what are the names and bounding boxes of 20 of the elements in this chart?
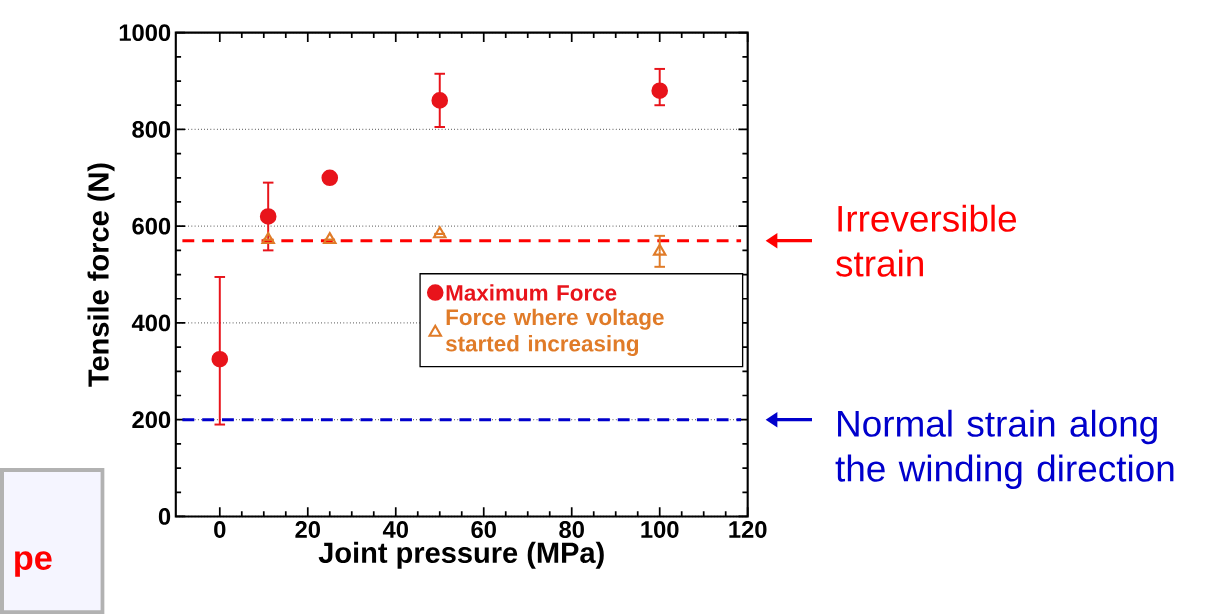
x-tick-label: 60 [471,521,496,538]
x-axis-title: Joint pressure (MPa) [318,541,604,569]
x-tick-label: 40 [382,521,408,538]
x-tick-label: 80 [559,521,584,538]
x-tick-label: 20 [295,521,320,538]
y-axis-title: Tensile force (N) [87,163,115,387]
ref-line-label: Normal strain along the winding direction [835,409,1174,489]
y-tick-label: 0 [158,508,171,525]
x-tick-label: 120 [729,521,767,538]
x-tick-label: 100 [641,521,679,538]
x-tick-label: 0 [214,521,226,538]
y-tick-label: 600 [132,217,171,235]
text: pe [15,551,52,577]
y-tick-label: 400 [131,314,171,332]
y-tick-label: 200 [132,411,171,429]
legend-label: Force where voltage started increasing [445,308,664,357]
legend-label: Maximum Force [446,284,617,301]
y-tick-label: 800 [132,120,171,138]
ref-line-label: Irreversible strain [836,204,1017,277]
y-tick-label: 1000 [119,24,171,41]
